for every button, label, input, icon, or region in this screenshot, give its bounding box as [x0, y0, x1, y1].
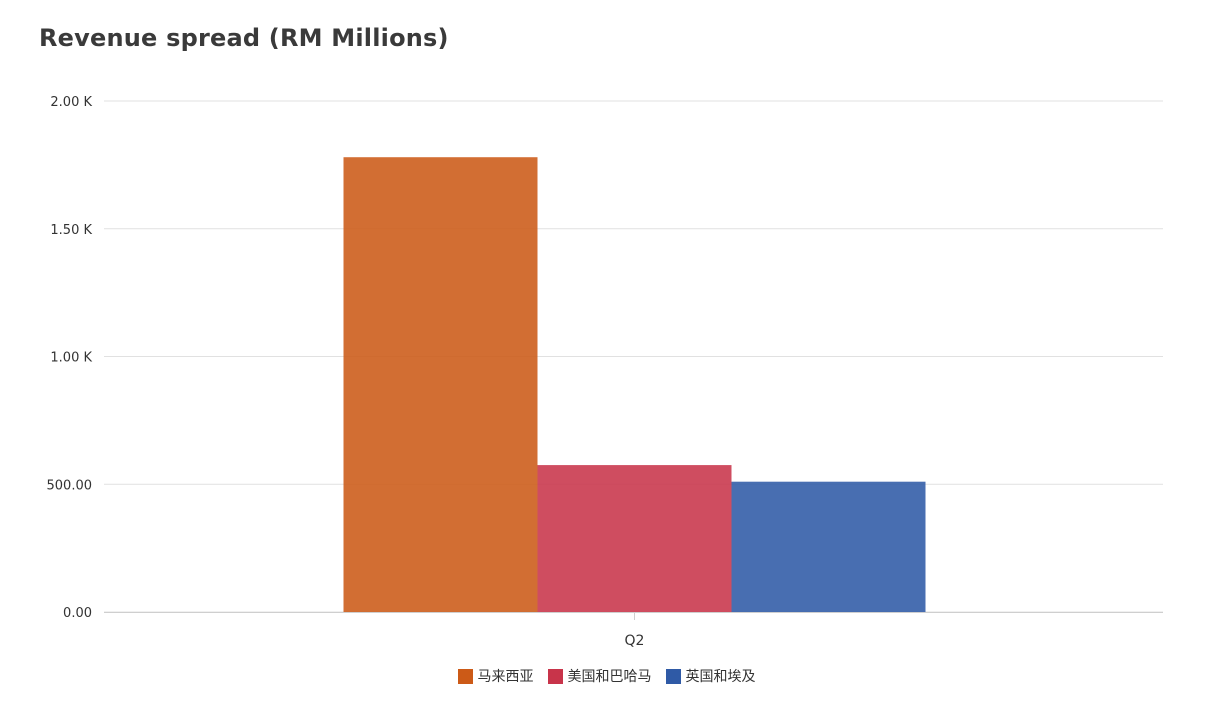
legend: 马来西亚 美国和巴哈马 英国和埃及	[0, 666, 1213, 686]
bar[interactable]	[731, 481, 926, 612]
legend-swatch	[547, 668, 563, 684]
legend-label: 马来西亚	[477, 669, 534, 685]
legend-label: 美国和巴哈马	[567, 669, 652, 685]
legend-label: 英国和埃及	[685, 669, 756, 685]
x-tick-label: Q2	[625, 633, 645, 649]
legend-swatch	[457, 668, 473, 684]
bar[interactable]	[537, 465, 732, 612]
y-tick-label: 1.00 K	[50, 351, 92, 366]
chart-title: Revenue spread (RM Millions)	[39, 24, 449, 52]
bar-chart: 0.00 500.00 1.00 K 1.50 K 2.00 K Q2	[47, 95, 1163, 649]
bar[interactable]	[343, 157, 538, 612]
y-tick-label: 2.00 K	[50, 95, 92, 110]
y-tick-label: 1.50 K	[50, 223, 92, 238]
bars	[343, 157, 926, 612]
legend-item[interactable]: 英国和埃及	[665, 666, 756, 686]
x-axis: Q2	[104, 612, 1163, 649]
y-tick-label: 0.00	[63, 606, 92, 621]
legend-item[interactable]: 马来西亚	[457, 666, 534, 686]
y-axis-ticks: 0.00 500.00 1.00 K 1.50 K 2.00 K	[47, 95, 93, 621]
legend-item[interactable]: 美国和巴哈马	[547, 666, 652, 686]
y-tick-label: 500.00	[47, 478, 93, 493]
legend-swatch	[665, 668, 681, 684]
